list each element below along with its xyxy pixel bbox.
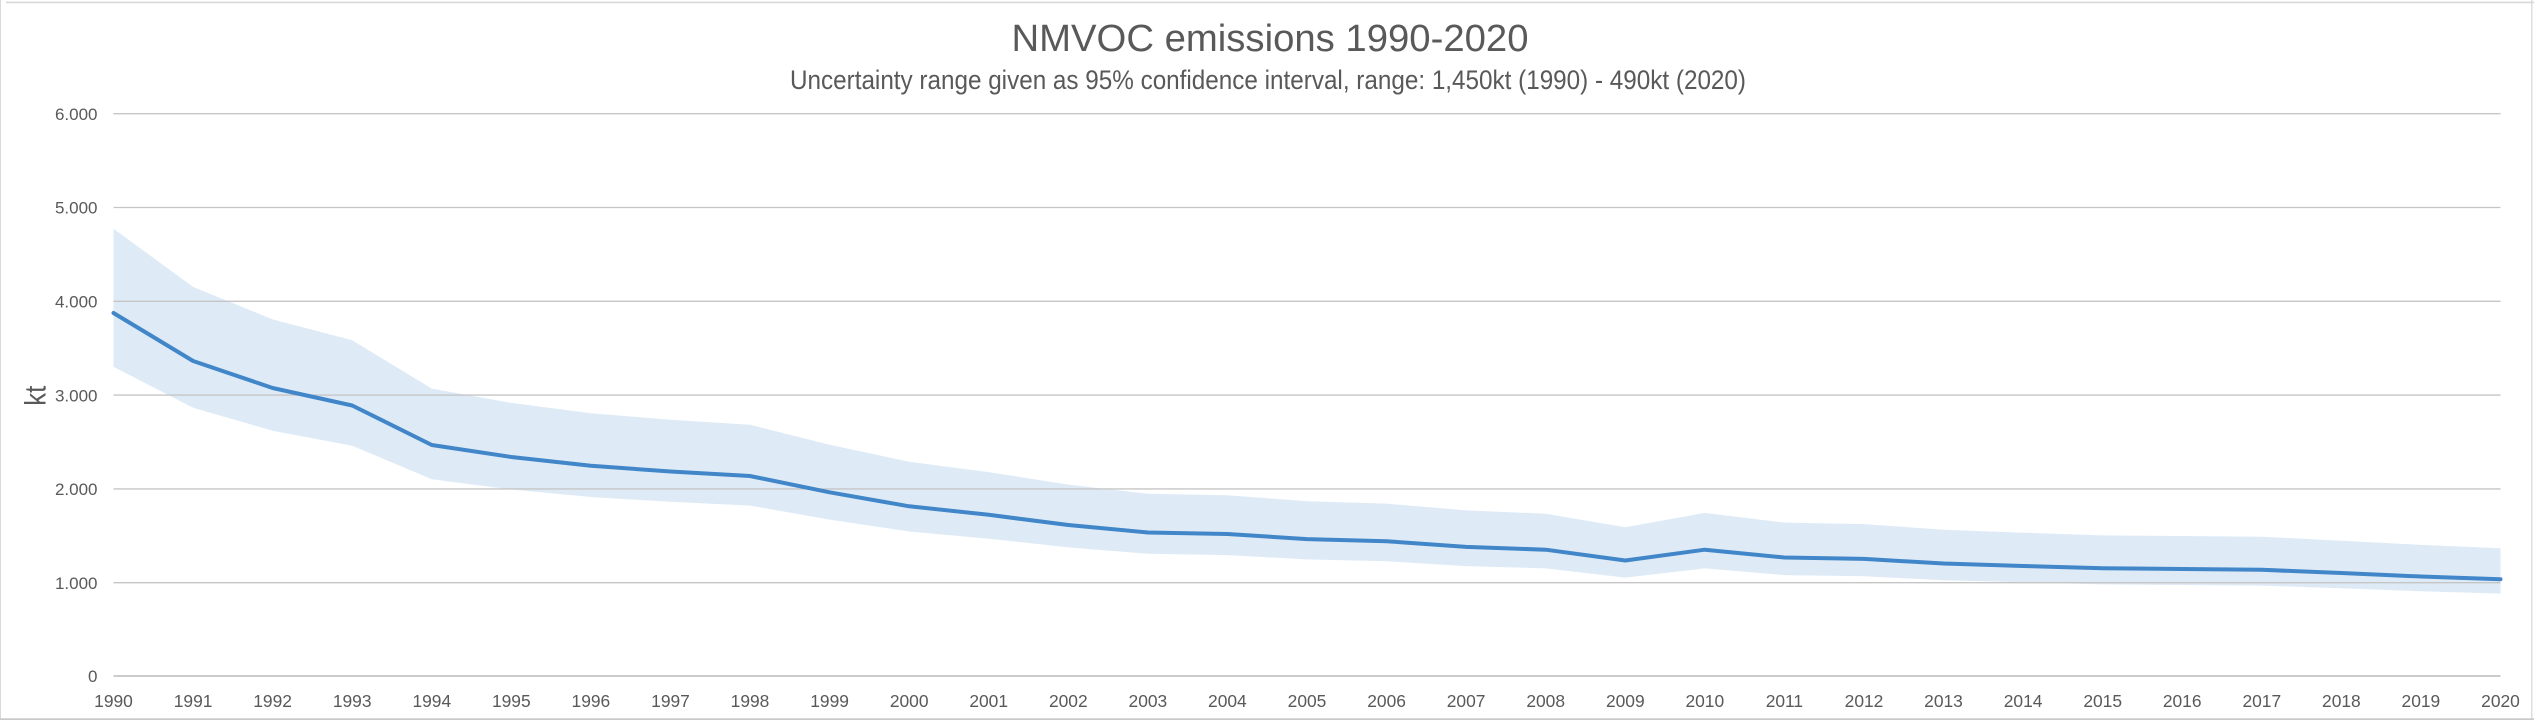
svg-text:2018: 2018 bbox=[2322, 691, 2361, 711]
svg-text:1999: 1999 bbox=[810, 691, 849, 711]
svg-text:NMVOC emissions 1990-2020: NMVOC emissions 1990-2020 bbox=[1012, 18, 1529, 60]
svg-text:5.000: 5.000 bbox=[55, 199, 98, 218]
svg-text:1997: 1997 bbox=[651, 691, 690, 711]
svg-text:2001: 2001 bbox=[969, 691, 1008, 711]
svg-text:2015: 2015 bbox=[2083, 691, 2122, 711]
svg-text:1990: 1990 bbox=[94, 691, 133, 711]
svg-text:2012: 2012 bbox=[1845, 691, 1884, 711]
svg-text:6.000: 6.000 bbox=[55, 105, 98, 124]
svg-text:2020: 2020 bbox=[2481, 691, 2520, 711]
svg-text:2019: 2019 bbox=[2402, 691, 2441, 711]
svg-text:2016: 2016 bbox=[2163, 691, 2202, 711]
svg-text:1998: 1998 bbox=[731, 691, 770, 711]
svg-text:4.000: 4.000 bbox=[55, 293, 98, 312]
svg-text:2000: 2000 bbox=[890, 691, 929, 711]
svg-text:2013: 2013 bbox=[1924, 691, 1963, 711]
svg-text:1991: 1991 bbox=[174, 691, 213, 711]
svg-text:0: 0 bbox=[88, 667, 97, 686]
svg-text:2.000: 2.000 bbox=[55, 480, 98, 499]
svg-text:2004: 2004 bbox=[1208, 691, 1247, 711]
svg-text:1995: 1995 bbox=[492, 691, 531, 711]
svg-text:1992: 1992 bbox=[253, 691, 292, 711]
svg-text:Uncertainty range given as 95%: Uncertainty range given as 95% confidenc… bbox=[790, 65, 1746, 95]
svg-text:2007: 2007 bbox=[1447, 691, 1486, 711]
svg-text:2006: 2006 bbox=[1367, 691, 1406, 711]
svg-text:1.000: 1.000 bbox=[55, 574, 98, 593]
svg-text:2003: 2003 bbox=[1129, 691, 1168, 711]
svg-text:2011: 2011 bbox=[1766, 691, 1803, 711]
svg-text:2002: 2002 bbox=[1049, 691, 1088, 711]
svg-text:2014: 2014 bbox=[2004, 691, 2043, 711]
svg-text:2009: 2009 bbox=[1606, 691, 1645, 711]
svg-text:2005: 2005 bbox=[1288, 691, 1327, 711]
svg-text:1996: 1996 bbox=[572, 691, 611, 711]
svg-text:3.000: 3.000 bbox=[55, 386, 98, 405]
svg-text:2010: 2010 bbox=[1685, 691, 1724, 711]
svg-text:kt: kt bbox=[19, 385, 52, 406]
svg-text:2008: 2008 bbox=[1526, 691, 1565, 711]
svg-text:1994: 1994 bbox=[412, 691, 451, 711]
svg-text:2017: 2017 bbox=[2242, 691, 2281, 711]
svg-text:1993: 1993 bbox=[333, 691, 372, 711]
